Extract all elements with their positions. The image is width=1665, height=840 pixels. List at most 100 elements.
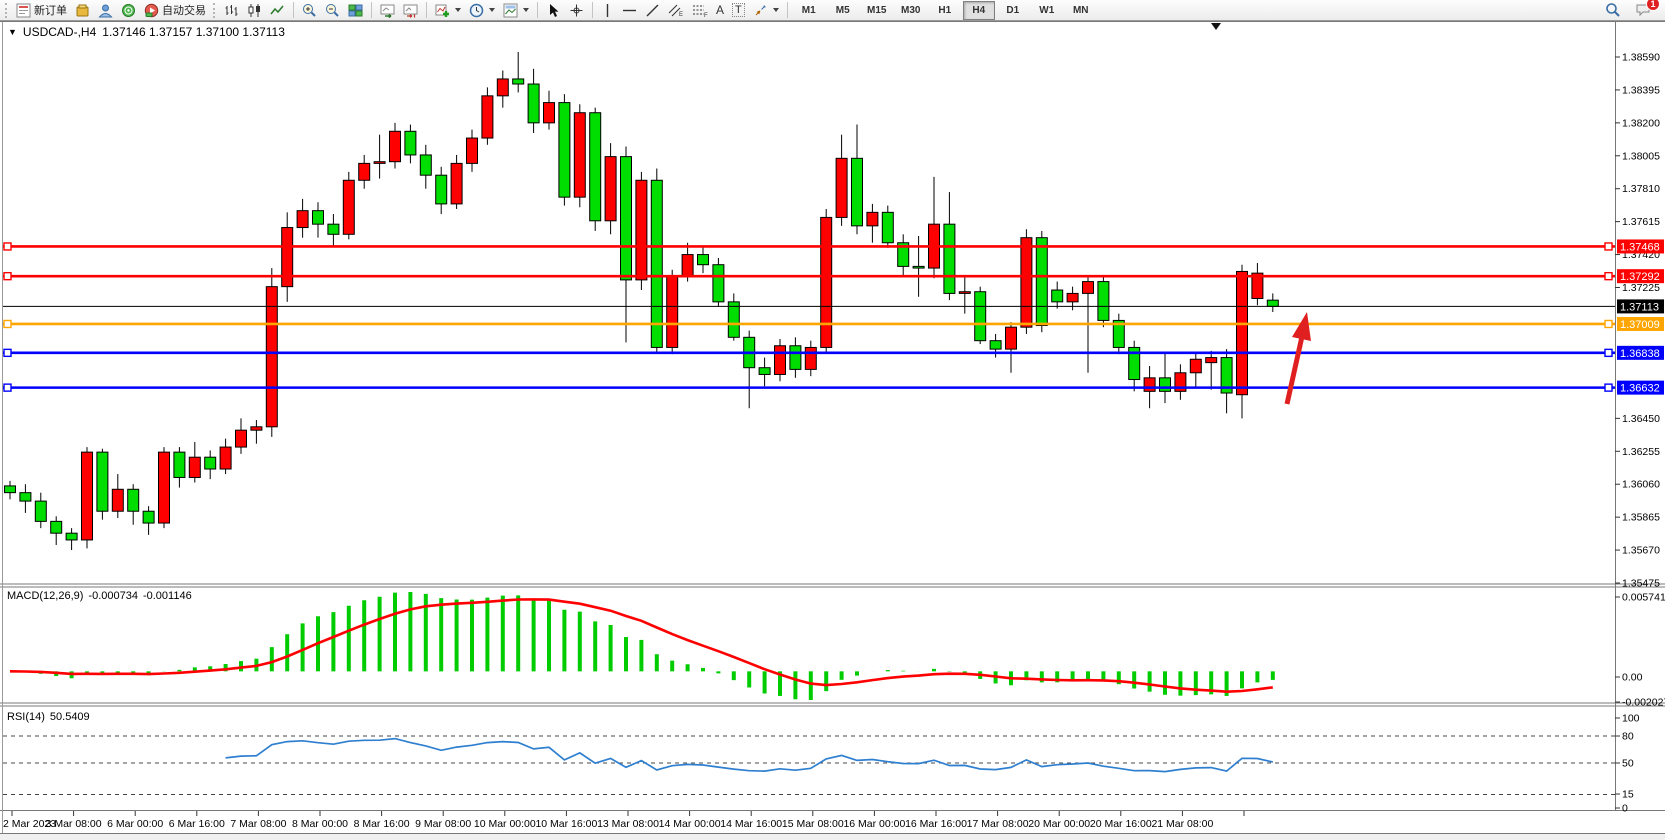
market-button[interactable] bbox=[71, 0, 94, 21]
price-tick-label: 1.38395 bbox=[1622, 84, 1660, 96]
time-axis-label: 6 Mar 00:00 bbox=[107, 818, 163, 830]
arrows-dropdown-caret[interactable] bbox=[772, 8, 779, 12]
auto-scroll-button[interactable] bbox=[376, 0, 399, 21]
timeframe-button-mn[interactable]: MN bbox=[1072, 4, 1089, 16]
timeframe-button-d1[interactable]: D1 bbox=[1006, 4, 1020, 16]
horizontal-line-tool-button[interactable] bbox=[618, 0, 641, 21]
candle-body bbox=[635, 179, 648, 281]
candle-body bbox=[1189, 358, 1202, 374]
chart-title: ▼ USDCAD-,H4 1.37146 1.37157 1.37100 1.3… bbox=[8, 25, 285, 39]
auto-trading-button[interactable]: 自动交易 bbox=[140, 0, 210, 21]
level-endpoint-marker[interactable] bbox=[3, 348, 12, 358]
timeframe-button-h4[interactable]: H4 bbox=[962, 0, 995, 20]
rsi-tick-label: 0 bbox=[1622, 803, 1628, 815]
periods-button[interactable] bbox=[465, 0, 499, 21]
price-tick-label: 1.36255 bbox=[1622, 446, 1660, 458]
level-endpoint-marker[interactable] bbox=[3, 271, 12, 281]
new-order-button[interactable]: 新订单 bbox=[12, 0, 71, 21]
timeframe-button-m30[interactable]: M30 bbox=[901, 4, 921, 16]
level-endpoint-marker[interactable] bbox=[1604, 319, 1613, 329]
timeframe-button-m15[interactable]: M15 bbox=[867, 4, 887, 16]
clock-icon bbox=[469, 3, 484, 17]
candlestick-chart-button[interactable] bbox=[243, 0, 266, 21]
templates-dropdown-caret[interactable] bbox=[523, 8, 529, 12]
level-endpoint-marker[interactable] bbox=[1604, 383, 1613, 392]
time-axis-label: 10 Mar 00:00 bbox=[474, 818, 536, 830]
timeframe-group: M1 M5 M15 M30 H1 H4 D1 W1 MN bbox=[792, 0, 1098, 20]
candle-body bbox=[327, 223, 340, 235]
candle-body bbox=[1266, 299, 1279, 307]
templates-button[interactable] bbox=[499, 0, 533, 21]
indicators-dropdown-caret[interactable] bbox=[455, 8, 461, 12]
signals-button[interactable] bbox=[117, 0, 140, 21]
fibonacci-tool-button[interactable]: F bbox=[688, 0, 712, 21]
candle-body bbox=[589, 112, 602, 222]
candle-body bbox=[820, 216, 833, 348]
line-chart-button[interactable] bbox=[266, 0, 289, 21]
candle-body bbox=[435, 174, 448, 205]
timeframe-button-m5[interactable]: M5 bbox=[835, 4, 850, 16]
macd-signal-value: -0.001146 bbox=[142, 590, 192, 602]
level-endpoint-marker[interactable] bbox=[3, 383, 12, 392]
zoom-out-button[interactable] bbox=[321, 0, 344, 21]
time-axis-label: 9 Mar 08:00 bbox=[415, 818, 471, 830]
macd-tick-label: 0.005741 bbox=[1622, 592, 1665, 604]
time-axis-label: 21 Mar 08:00 bbox=[1151, 818, 1213, 830]
candle-body bbox=[235, 429, 247, 448]
price-tick-label: 1.35670 bbox=[1622, 545, 1660, 557]
candle-body bbox=[188, 456, 201, 478]
level-endpoint-marker[interactable] bbox=[3, 242, 12, 251]
text-label-tool-button[interactable]: T bbox=[728, 0, 749, 21]
timeframe-button-m1[interactable]: M1 bbox=[801, 4, 816, 16]
trendline-icon bbox=[646, 4, 659, 16]
tile-windows-button[interactable] bbox=[344, 0, 367, 21]
toolbar-separator bbox=[371, 2, 372, 18]
svg-text:F: F bbox=[704, 13, 708, 18]
candle-body bbox=[466, 137, 478, 164]
arrows-tool-button[interactable] bbox=[749, 0, 783, 21]
bar-chart-button[interactable] bbox=[220, 0, 243, 21]
text-label-tool-icon: T bbox=[732, 3, 745, 17]
time-axis-label: 8 Mar 16:00 bbox=[354, 818, 410, 830]
candle-body bbox=[111, 488, 124, 512]
vertical-line-tool-button[interactable] bbox=[597, 0, 618, 21]
chart-shift-marker[interactable] bbox=[1211, 23, 1221, 30]
text-tool-button[interactable]: A bbox=[712, 0, 728, 21]
rsi-line bbox=[225, 737, 1273, 773]
level-endpoint-marker[interactable] bbox=[3, 319, 12, 329]
indicators-button[interactable] bbox=[431, 0, 465, 21]
crosshair-tool-button[interactable] bbox=[565, 0, 588, 21]
periods-dropdown-caret[interactable] bbox=[489, 8, 495, 12]
templates-icon bbox=[503, 3, 518, 17]
rsi-tick-label: 100 bbox=[1622, 713, 1640, 725]
zoom-in-button[interactable] bbox=[298, 0, 321, 21]
candle-body bbox=[19, 492, 32, 502]
time-axis-label: 17 Mar 08:00 bbox=[967, 818, 1029, 830]
level-endpoint-marker[interactable] bbox=[1604, 348, 1613, 358]
toolbar-separator bbox=[537, 2, 538, 18]
candle-body bbox=[419, 154, 432, 176]
timeframe-button-h1[interactable]: H1 bbox=[938, 4, 952, 16]
timeframe-button-w1[interactable]: W1 bbox=[1039, 4, 1055, 16]
level-endpoint-marker[interactable] bbox=[1604, 242, 1613, 251]
up-arrow-head[interactable] bbox=[1292, 312, 1311, 341]
search-button[interactable] bbox=[1601, 0, 1625, 21]
cursor-tool-button[interactable] bbox=[542, 0, 565, 21]
up-arrow-annotation[interactable] bbox=[1284, 331, 1306, 405]
channel-tool-button[interactable]: E bbox=[664, 0, 688, 21]
candle-body bbox=[958, 291, 971, 294]
candle-body bbox=[1097, 281, 1110, 321]
candle-body bbox=[789, 345, 802, 370]
candle-body bbox=[851, 157, 863, 227]
level-endpoint-marker[interactable] bbox=[1604, 271, 1613, 281]
community-button[interactable] bbox=[94, 0, 117, 21]
candle-body bbox=[281, 227, 294, 288]
trendline-tool-button[interactable] bbox=[641, 0, 664, 21]
one-click-trading-toggle[interactable]: ▼ bbox=[8, 27, 17, 37]
price-badge-label: 1.37468 bbox=[1620, 241, 1660, 253]
chart-ohlc: 1.37146 1.37157 1.37100 1.37113 bbox=[102, 25, 285, 39]
horizontal-line-icon bbox=[623, 9, 636, 11]
candle-body bbox=[81, 451, 93, 541]
notifications-button[interactable]: 1 bbox=[1631, 0, 1660, 21]
chart-shift-button[interactable] bbox=[399, 0, 422, 21]
